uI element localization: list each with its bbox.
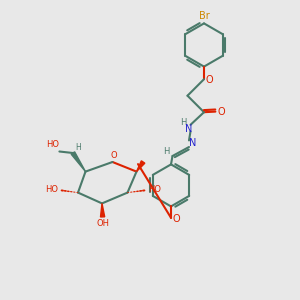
Text: H: H	[180, 118, 186, 127]
Text: HO: HO	[148, 185, 161, 194]
Text: OH: OH	[97, 219, 110, 228]
Text: O: O	[111, 152, 117, 160]
Text: O: O	[206, 75, 213, 85]
Polygon shape	[71, 152, 85, 172]
Text: N: N	[189, 138, 196, 148]
Text: H: H	[163, 147, 169, 156]
Text: N: N	[185, 124, 193, 134]
Text: Br: Br	[199, 11, 209, 21]
Text: H: H	[75, 143, 81, 152]
Text: HO: HO	[46, 140, 59, 149]
Polygon shape	[136, 161, 145, 172]
Polygon shape	[100, 203, 105, 217]
Text: HO: HO	[45, 185, 58, 194]
Text: O: O	[172, 214, 180, 224]
Text: O: O	[218, 106, 225, 117]
